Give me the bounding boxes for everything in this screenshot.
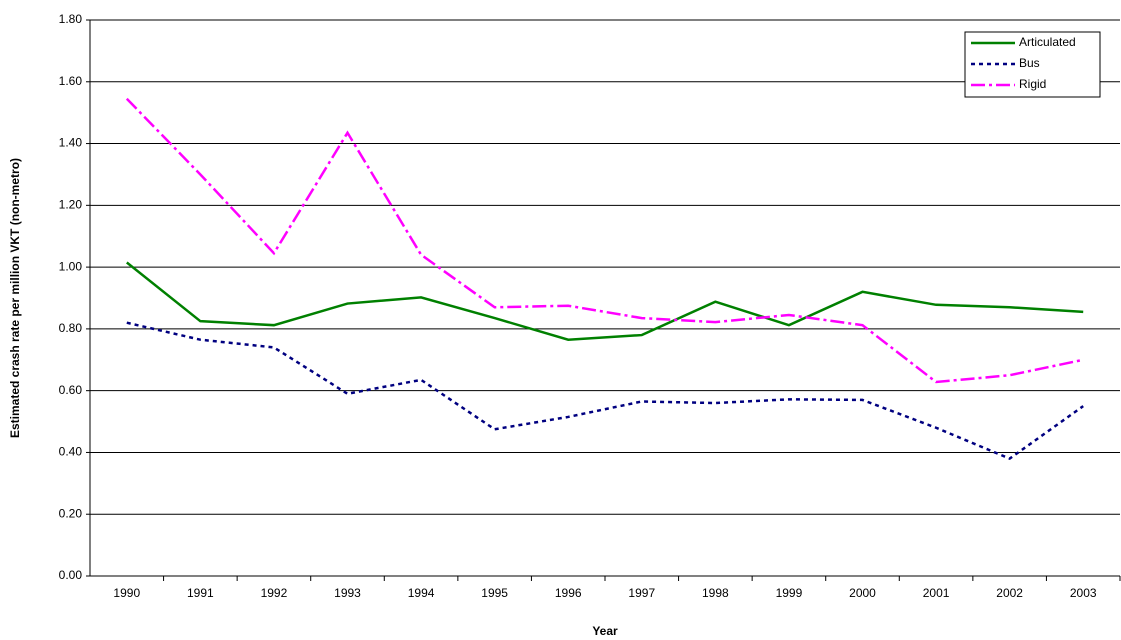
y-tick-label: 0.00 xyxy=(59,568,83,582)
x-tick-label: 1993 xyxy=(334,586,361,600)
y-tick-label: 0.80 xyxy=(59,321,83,335)
x-tick-label: 1990 xyxy=(113,586,140,600)
y-tick-label: 1.80 xyxy=(59,12,83,26)
series-line xyxy=(125,97,1084,384)
legend-label: Articulated xyxy=(1019,35,1076,49)
y-tick-label: 1.20 xyxy=(59,198,83,212)
y-tick-label: 0.40 xyxy=(59,445,83,459)
legend-label: Rigid xyxy=(1019,77,1046,91)
x-tick-label: 1992 xyxy=(261,586,288,600)
series-line xyxy=(126,321,1084,461)
series-line xyxy=(126,261,1084,341)
x-tick-label: 2000 xyxy=(849,586,876,600)
x-tick-label: 1999 xyxy=(776,586,803,600)
y-tick-label: 1.60 xyxy=(59,74,83,88)
x-tick-label: 1998 xyxy=(702,586,729,600)
x-tick-label: 1994 xyxy=(408,586,435,600)
y-tick-label: 0.20 xyxy=(59,506,83,520)
x-tick-label: 1995 xyxy=(481,586,508,600)
x-tick-label: 1997 xyxy=(628,586,655,600)
x-tick-label: 1991 xyxy=(187,586,214,600)
x-axis-title: Year xyxy=(592,624,618,638)
x-tick-label: 2003 xyxy=(1070,586,1097,600)
x-tick-label: 1996 xyxy=(555,586,582,600)
y-axis-title: Estimated crash rate per million VKT (no… xyxy=(8,158,22,438)
y-tick-label: 1.40 xyxy=(59,136,83,150)
x-tick-label: 2001 xyxy=(923,586,950,600)
legend-label: Bus xyxy=(1019,56,1040,70)
x-tick-label: 2002 xyxy=(996,586,1023,600)
y-tick-label: 1.00 xyxy=(59,259,83,273)
y-tick-label: 0.60 xyxy=(59,383,83,397)
